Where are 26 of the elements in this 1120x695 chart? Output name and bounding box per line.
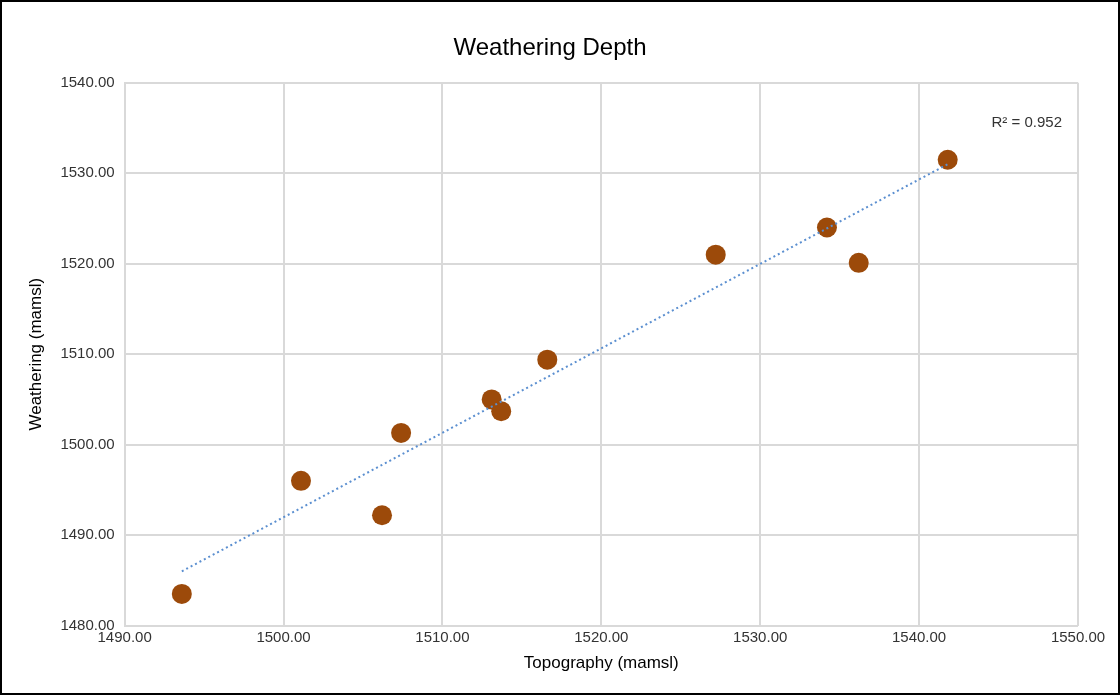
point <box>391 422 412 443</box>
x-tick-label: 1500.00 <box>256 627 311 645</box>
x-tick-label: 1540.00 <box>891 627 947 645</box>
point <box>291 470 311 491</box>
point <box>816 217 837 238</box>
x-axis-title: Topography (mamsl) <box>523 653 679 673</box>
y-tick-label: 1520.00 <box>60 253 115 271</box>
point <box>372 505 393 526</box>
y-tick-label: 1490.00 <box>60 525 115 543</box>
y-axis-title: Weathering (mamsl) <box>25 277 45 431</box>
point <box>848 252 869 273</box>
x-tick-label: 1530.00 <box>733 627 788 645</box>
y-tick-label: 1500.00 <box>60 434 115 452</box>
point <box>491 401 512 422</box>
y-tick-label: 1510.00 <box>60 344 115 362</box>
x-tick-label: 1550.00 <box>1050 627 1106 645</box>
y-tick-label: 1540.00 <box>60 72 115 90</box>
point <box>171 583 192 604</box>
point <box>537 349 558 370</box>
point <box>937 149 958 170</box>
annotation: R² = 0.952 <box>991 112 1062 130</box>
x-tick-label: 1520.00 <box>574 627 629 645</box>
x-tick-label: 1510.00 <box>415 627 470 645</box>
chart-title: Weathering Depth <box>453 33 647 61</box>
y-tick-label: 1530.00 <box>60 163 115 181</box>
point <box>705 244 726 265</box>
